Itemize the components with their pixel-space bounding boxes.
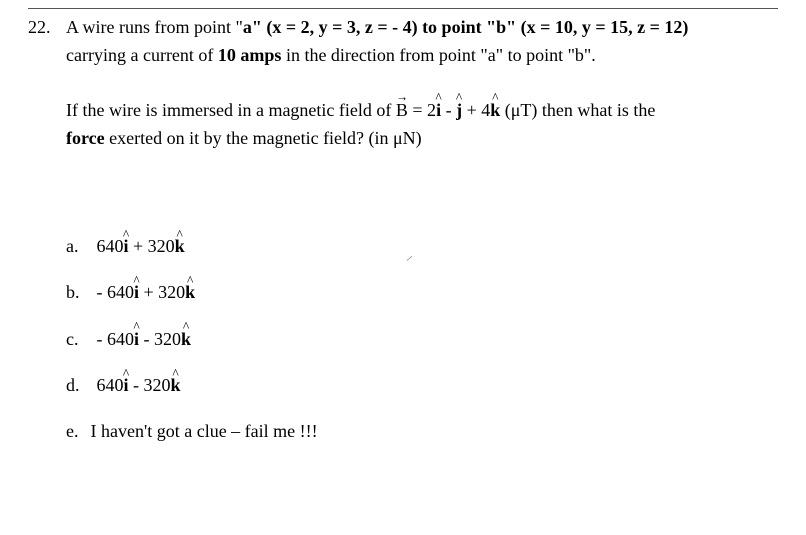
unit-i: i — [436, 98, 441, 122]
option-b-i: i — [134, 280, 139, 304]
vector-B-symbol: B — [396, 98, 408, 122]
option-e-label: e. — [66, 419, 86, 443]
point-b-name: b — [496, 17, 506, 37]
top-rule — [28, 8, 778, 9]
q4-post: exerted on it by the magnetic field? (in… — [105, 128, 422, 148]
unit-j: j — [456, 98, 462, 122]
option-e: e. I haven't got a clue – fail me !!! — [66, 419, 778, 443]
option-c: c. - 640i - 320k — [66, 327, 778, 351]
option-a: a. 640i + 320k — [66, 234, 778, 258]
option-a-i: i — [124, 234, 129, 258]
gap — [66, 72, 778, 98]
question-number: 22. — [28, 15, 66, 154]
option-c-mid: - 320 — [139, 329, 181, 349]
answer-options: a. 640i + 320k b. - 640i + 320k c. - 640… — [28, 234, 778, 443]
question-body: A wire runs from point "a" (x = 2, y = 3… — [66, 15, 778, 154]
force-word: force — [66, 128, 105, 148]
option-c-neg: - — [97, 329, 108, 349]
option-d-i: i — [124, 373, 129, 397]
q3-pre: If the wire is immersed in a magnetic fi… — [66, 100, 396, 120]
option-b-k: k — [185, 280, 195, 304]
option-b-label: b. — [66, 280, 92, 304]
question-row: 22. A wire runs from point "a" (x = 2, y… — [28, 15, 778, 154]
question-line-3: If the wire is immersed in a magnetic fi… — [66, 98, 778, 122]
gap-large — [28, 154, 778, 234]
option-c-k: k — [181, 327, 191, 351]
b-mid-2: + 4 — [462, 100, 490, 120]
option-d-pre: 640 — [97, 375, 124, 395]
question-line-2: carrying a current of 10 amps in the dir… — [66, 43, 778, 67]
q2-post: in the direction from point "a" to point… — [281, 45, 595, 65]
current-value: 10 amps — [218, 45, 282, 65]
b-mid-1: - — [441, 100, 456, 120]
q1-pre: A wire runs from point " — [66, 17, 243, 37]
option-c-pre: 640 — [107, 329, 134, 349]
option-d-k: k — [171, 373, 181, 397]
point-a-name: a — [243, 17, 252, 37]
option-b-mid: + 320 — [139, 282, 185, 302]
option-e-text: I haven't got a clue – fail me !!! — [91, 421, 318, 441]
option-a-label: a. — [66, 234, 92, 258]
option-b-neg: - — [97, 282, 108, 302]
option-c-i: i — [134, 327, 139, 351]
point-a-coords: " (x = 2, y = 3, z = - 4) to point " — [252, 17, 496, 37]
option-d-label: d. — [66, 373, 92, 397]
unit-k: k — [490, 98, 500, 122]
option-b: b. - 640i + 320k — [66, 280, 778, 304]
option-c-label: c. — [66, 327, 92, 351]
option-a-mid: + 320 — [129, 236, 175, 256]
option-a-pre: 640 — [97, 236, 124, 256]
option-b-pre: 640 — [107, 282, 134, 302]
option-a-k: k — [175, 234, 185, 258]
exam-page: 22. A wire runs from point "a" (x = 2, y… — [0, 0, 806, 535]
eq-sign: = 2 — [408, 100, 436, 120]
q2-pre: carrying a current of — [66, 45, 218, 65]
b-units: (μT) then what is the — [500, 100, 655, 120]
point-b-coords: " (x = 10, y = 15, z = 12) — [506, 17, 688, 37]
question-line-4: force exerted on it by the magnetic fiel… — [66, 126, 778, 150]
question-line-1: A wire runs from point "a" (x = 2, y = 3… — [66, 15, 778, 39]
option-d-mid: - 320 — [129, 375, 171, 395]
option-d: d. 640i - 320k — [66, 373, 778, 397]
